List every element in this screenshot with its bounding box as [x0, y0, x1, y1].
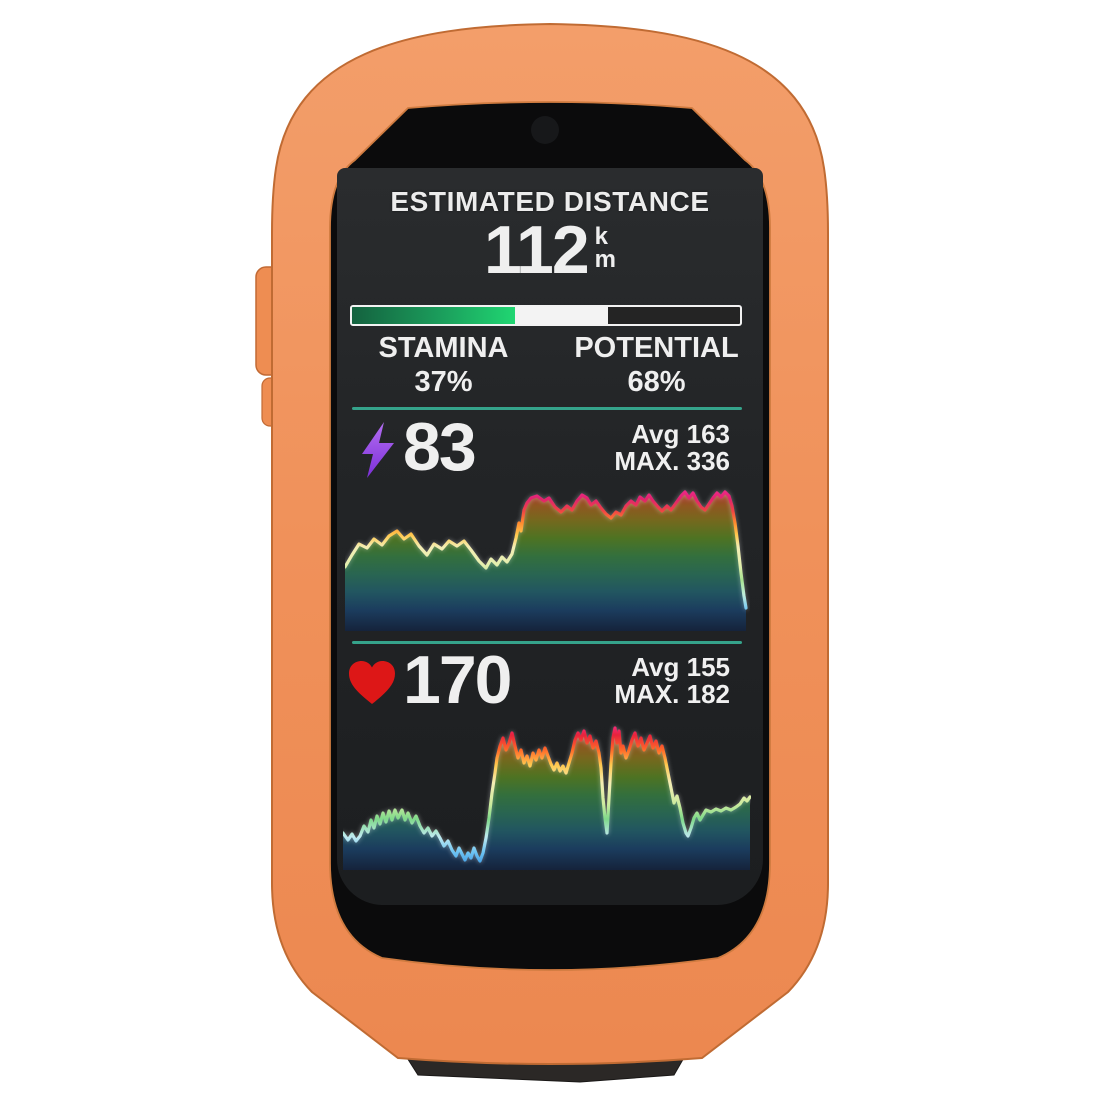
heart-rate-stats: Avg 155 MAX. 182: [614, 654, 730, 708]
power-row: 83 Avg 163 MAX. 336: [337, 413, 763, 483]
bike-computer-device: ESTIMATED DISTANCE 112 k m STAMINA 37% P…: [250, 18, 850, 1093]
power-max: MAX. 336: [614, 446, 730, 476]
power-avg: Avg 163: [631, 419, 730, 449]
heart-rate-row: 170 Avg 155 MAX. 182: [337, 646, 763, 716]
power-value: 83: [403, 409, 477, 485]
heart-rate-max: MAX. 182: [614, 679, 730, 709]
section-divider: [352, 641, 742, 644]
stamina-value: 37%: [414, 366, 473, 398]
distance-unit-k: k: [594, 223, 609, 250]
heart-rate-chart: [343, 726, 751, 870]
heart-rate-value: 170: [403, 642, 512, 718]
potential-column: POTENTIAL 68%: [550, 331, 763, 399]
progress-fill-stamina: [352, 307, 515, 324]
distance-value: 112: [483, 212, 590, 288]
page-title: ESTIMATED DISTANCE: [390, 186, 710, 217]
potential-label: POTENTIAL: [574, 332, 739, 364]
distance-unit-m: m: [594, 246, 617, 273]
stamina-column: STAMINA 37%: [337, 331, 550, 399]
lightning-icon: [362, 422, 394, 478]
distance-unit: k m: [594, 218, 617, 273]
potential-value: 68%: [627, 366, 686, 398]
lcd-display[interactable]: ESTIMATED DISTANCE 112 k m STAMINA 37% P…: [337, 168, 763, 905]
sensor-dot: [531, 116, 559, 144]
stamina-metrics-row: STAMINA 37% POTENTIAL 68%: [337, 331, 763, 399]
power-stats: Avg 163 MAX. 336: [614, 421, 730, 475]
stamina-progress-bar: [350, 305, 742, 326]
power-chart: [345, 490, 748, 631]
progress-fill-potential: [514, 307, 609, 324]
heart-icon: [349, 661, 395, 704]
section-divider: [352, 407, 742, 410]
stamina-label: STAMINA: [378, 332, 509, 364]
distance-readout: 112 k m: [337, 212, 763, 288]
heart-rate-avg: Avg 155: [631, 652, 730, 682]
